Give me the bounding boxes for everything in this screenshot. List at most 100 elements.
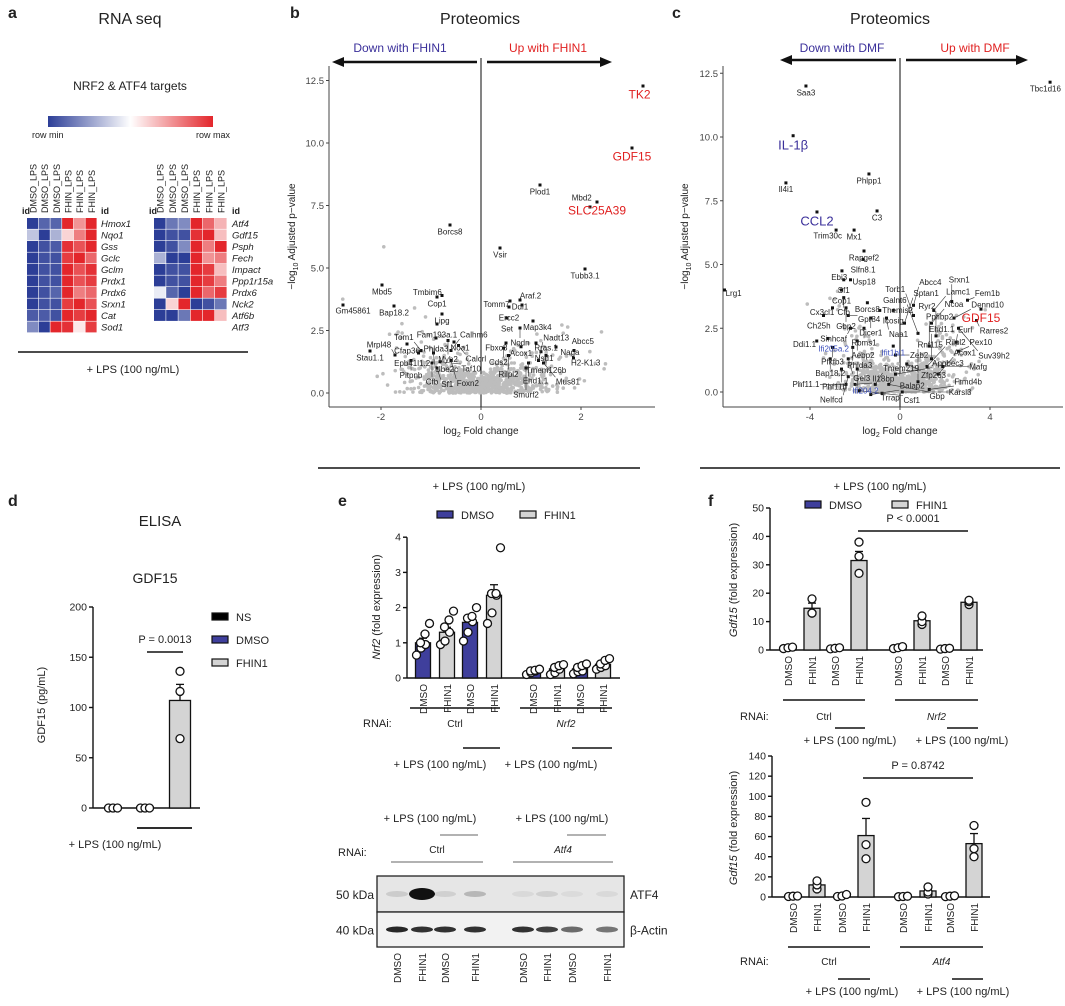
data-point xyxy=(964,595,974,605)
nonsignificant-point xyxy=(951,373,956,377)
nonsignificant-point xyxy=(453,376,458,381)
heatmap-cell xyxy=(215,229,227,241)
heatmap-cell xyxy=(85,229,97,241)
blot-band xyxy=(464,926,486,933)
nonsignificant-point xyxy=(942,369,947,374)
legend-swatch xyxy=(436,510,454,519)
nonsignificant-point xyxy=(488,370,492,375)
data-point xyxy=(842,278,846,282)
lane-label: DMSO xyxy=(568,953,579,983)
point-label: Vsir xyxy=(493,250,507,259)
nonsignificant-point xyxy=(836,372,841,377)
y-tick-label: 50 xyxy=(752,503,764,515)
point-label: Cfap36 xyxy=(394,346,420,355)
nonsignificant-point xyxy=(528,372,532,376)
point-label: TK2 xyxy=(628,87,650,101)
blot-band xyxy=(561,926,583,933)
nonsignificant-point xyxy=(510,373,515,378)
nonsignificant-point xyxy=(871,388,876,392)
data-point xyxy=(923,882,933,892)
nonsignificant-point xyxy=(526,378,531,382)
lps-label: + LPS (100 ng/mL) xyxy=(516,813,609,825)
nonsignificant-point xyxy=(458,352,462,357)
nonsignificant-point xyxy=(530,384,535,388)
x-tick-label: 0 xyxy=(478,412,483,423)
x-tick-label: FHIN1 xyxy=(970,903,981,932)
nonsignificant-point xyxy=(926,355,930,359)
data-point xyxy=(949,891,960,901)
nonsignificant-point xyxy=(918,373,922,377)
nonsignificant-point xyxy=(435,385,440,390)
heatmap-cell xyxy=(73,229,85,241)
nonsignificant-point xyxy=(898,382,903,387)
nonsignificant-point xyxy=(572,386,577,390)
heatmap-cell xyxy=(50,321,62,333)
heatmap-cell xyxy=(190,287,203,298)
nonsignificant-point xyxy=(920,386,925,390)
x-axis-label-sub: 2 xyxy=(876,432,880,439)
data-point xyxy=(534,664,545,674)
heatmap-cell xyxy=(154,229,166,241)
nonsignificant-point xyxy=(856,380,861,385)
lane-label: FHIN1 xyxy=(471,953,482,982)
heatmap-cell xyxy=(38,229,50,241)
nonsignificant-point xyxy=(602,367,606,371)
y-tick-label: 7.5 xyxy=(705,196,718,207)
nonsignificant-point xyxy=(949,359,954,364)
heatmap-cell xyxy=(190,241,203,252)
nonsignificant-point xyxy=(885,388,890,393)
rnai-group-label: Ctrl xyxy=(429,845,445,856)
point-label: Acox1 xyxy=(954,348,977,357)
data-point xyxy=(444,615,454,625)
heatmap-cell xyxy=(202,275,215,287)
point-label: Srxn1 xyxy=(949,276,970,285)
nonsignificant-point xyxy=(847,387,852,392)
label-leader-line xyxy=(450,360,457,380)
nonsignificant-point xyxy=(924,358,929,362)
data-point xyxy=(505,316,509,320)
nonsignificant-point xyxy=(385,383,390,387)
heatmap-cell xyxy=(38,310,50,321)
heatmap-row-label: Impact xyxy=(232,265,261,276)
nonsignificant-point xyxy=(892,365,897,369)
point-label: Rilpl2 xyxy=(946,338,967,347)
heatmap-cell xyxy=(190,310,203,321)
point-label: Lrg1 xyxy=(726,289,743,298)
heatmap-row-label: Prdx6 xyxy=(232,288,258,299)
nonsignificant-point xyxy=(928,376,933,380)
panel-letter: a xyxy=(8,5,17,22)
nonsignificant-point xyxy=(555,390,560,395)
nonsignificant-point xyxy=(555,385,560,389)
y-axis-label-part: Adjusted p−value xyxy=(680,183,691,263)
data-point xyxy=(405,342,409,346)
data-point xyxy=(572,349,576,352)
nonsignificant-point xyxy=(841,360,846,365)
label-leader-line xyxy=(881,392,903,396)
nonsignificant-point xyxy=(394,332,398,337)
label-leader-line xyxy=(859,390,881,394)
label-leader-line xyxy=(847,328,851,335)
point-label: Epb41l1.2 xyxy=(394,359,431,368)
lps-label: + LPS (100 ng/mL) xyxy=(394,759,487,771)
nonsignificant-point xyxy=(422,350,426,354)
down-direction-label: Down with DMF xyxy=(800,41,885,55)
nonsignificant-point xyxy=(562,379,566,383)
data-point xyxy=(508,299,512,303)
data-point xyxy=(595,200,599,204)
label-leaders xyxy=(820,284,980,396)
nonsignificant-point xyxy=(487,384,491,389)
heatmap-cell xyxy=(154,241,166,252)
point-label: Tomm7 xyxy=(483,300,510,309)
data-point xyxy=(341,303,345,307)
up-direction-label: Up with DMF xyxy=(940,41,1009,55)
x-tick-label: -2 xyxy=(377,412,385,423)
heatmap-row-label: Gss xyxy=(101,242,118,253)
rnai-label: RNAi: xyxy=(338,847,367,859)
blot-band xyxy=(434,891,456,897)
heatmap-cell xyxy=(62,241,74,252)
nonsignificant-point xyxy=(483,380,488,384)
nonsignificant-point xyxy=(890,362,895,367)
nonsignificant-point xyxy=(947,373,951,378)
label-leader-line xyxy=(958,328,978,352)
heatmap-cell xyxy=(215,218,227,229)
